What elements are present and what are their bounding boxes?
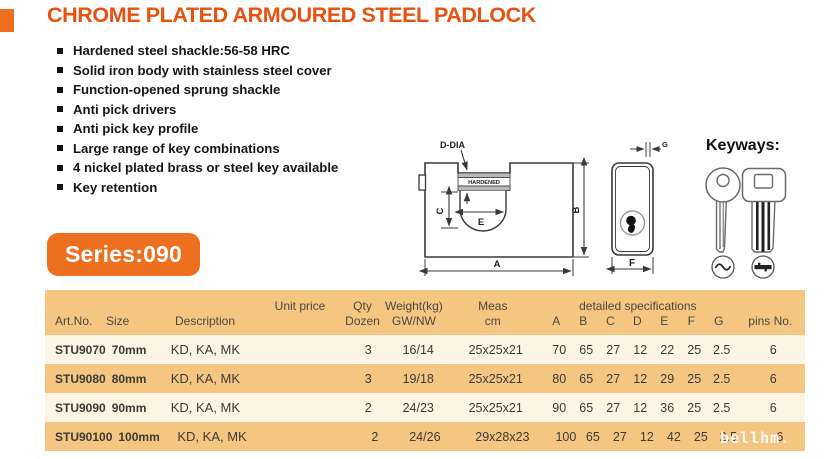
bullet-icon — [57, 106, 63, 113]
padlock-side-diagram: G F — [605, 140, 668, 274]
feature-text: Large range of key combinations — [73, 140, 280, 156]
keyways-label: Keyways: — [706, 137, 780, 154]
feature-text: Function-opened sprung shackle — [73, 82, 281, 98]
accent-block — [0, 9, 14, 32]
dim-e-label: E — [478, 217, 484, 228]
table-row: STU9070 70mm KD, KA, MK 3 16/14 25x25x21… — [45, 335, 805, 364]
bullet-icon — [57, 67, 63, 74]
table-row: STU9080 80mm KD, KA, MK 3 19/18 25x25x21… — [45, 364, 805, 393]
feature-item: Large range of key combinations — [57, 139, 338, 159]
feature-item: Anti pick drivers — [57, 100, 338, 120]
dim-c-label: C — [435, 207, 446, 214]
detailed-specs-header: detailed specifications A B C D E F G — [543, 290, 733, 335]
col-g: G — [714, 314, 724, 328]
feature-item: Function-opened sprung shackle — [57, 80, 338, 100]
feature-text: 4 nickel plated brass or steel key avail… — [73, 160, 339, 176]
feature-item: Hardened steel shackle:56-58 HRC — [57, 41, 338, 61]
col-weight: Weight(kg) — [385, 299, 443, 313]
col-size: Size — [106, 314, 130, 328]
dim-g-label: G — [662, 140, 668, 149]
col-d: D — [632, 314, 642, 328]
feature-text: Anti pick drivers — [73, 101, 177, 117]
key-round-blade — [715, 196, 728, 253]
col-e: E — [660, 314, 669, 328]
feature-list: Hardened steel shackle:56-58 HRC Solid i… — [57, 41, 338, 197]
col-pins: pins No. — [748, 314, 793, 328]
col-art-no: Art.No. — [55, 314, 93, 328]
feature-text: Key retention — [73, 179, 158, 195]
hardened-label: HARDENED — [468, 180, 500, 186]
col-c: C — [605, 314, 615, 328]
page-title: CHROME PLATED ARMOURED STEEL PADLOCK — [47, 3, 536, 27]
table-row: STU9090 90mm KD, KA, MK 2 24/23 25x25x21… — [45, 393, 805, 422]
col-a: A — [552, 314, 561, 328]
keyways-diagram — [705, 167, 787, 279]
bullet-icon — [57, 184, 63, 191]
feature-item: Anti pick key profile — [57, 119, 338, 139]
dim-d-label: D-DIA — [440, 140, 465, 150]
col-f: F — [687, 314, 695, 328]
table-header: Art.No. Size Description Unit price Qty D… — [45, 290, 805, 335]
bullet-icon — [57, 145, 63, 152]
feature-text: Solid iron body with stainless steel cov… — [73, 62, 332, 78]
bullet-icon — [57, 125, 63, 132]
dim-b-label: B — [571, 206, 582, 213]
feature-text: Hardened steel shackle:56-58 HRC — [73, 43, 290, 59]
dim-f-label: F — [629, 258, 635, 269]
feature-item: Solid iron body with stainless steel cov… — [57, 61, 338, 81]
bullet-icon — [57, 86, 63, 93]
bullet-icon — [57, 47, 63, 54]
padlock-front-diagram: HARDENED D-DIA C E B A — [418, 140, 589, 276]
col-b: B — [579, 314, 588, 328]
series-badge-label: Series:090 — [64, 241, 183, 267]
bullet-icon — [57, 164, 63, 171]
col-meas: Meas — [478, 299, 508, 313]
watermark: bellhm. — [720, 429, 791, 447]
keyhole — [619, 210, 646, 236]
detailed-specs-label: detailed specifications — [579, 299, 697, 313]
dim-a-label: A — [494, 259, 501, 270]
table-row: STU90100 100mm KD, KA, MK 2 24/26 29x28x… — [45, 422, 805, 451]
feature-text: Anti pick key profile — [73, 121, 199, 137]
feature-item: Key retention — [57, 178, 338, 198]
spec-table: Art.No. Size Description Unit price Qty D… — [45, 290, 805, 451]
series-badge: Series:090 — [47, 233, 200, 276]
col-qty: Qty — [353, 299, 372, 313]
feature-item: 4 nickel plated brass or steel key avail… — [57, 158, 338, 178]
col-description: Description — [174, 314, 236, 328]
col-unit-price: Unit price — [274, 299, 326, 313]
side-tab — [418, 174, 427, 191]
